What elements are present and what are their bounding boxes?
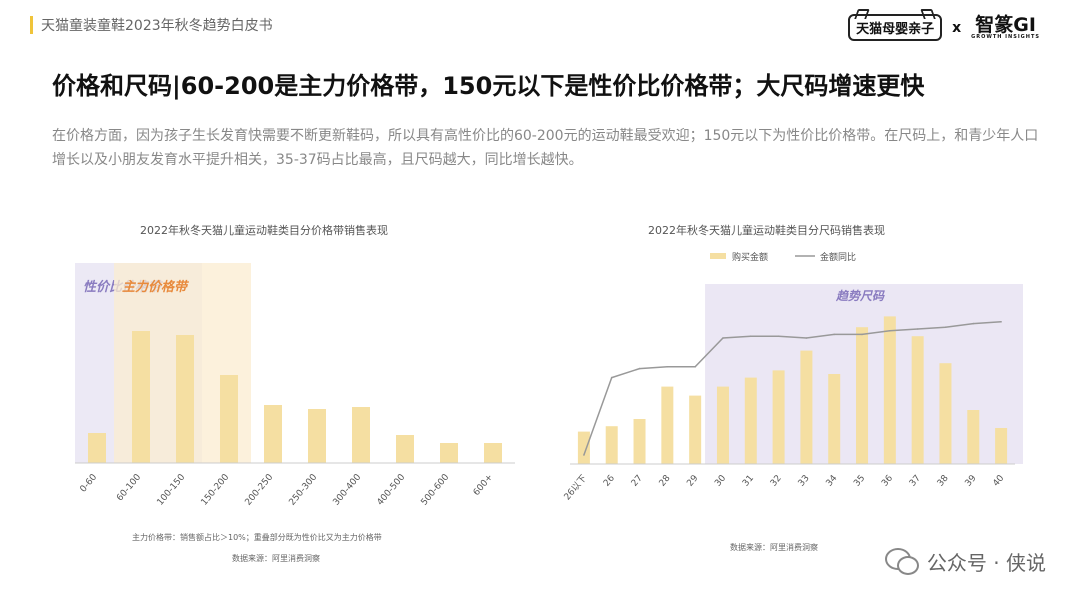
watermark-text: 公众号 · 侠说 — [926, 550, 1046, 575]
bar-150-200 — [220, 375, 238, 463]
x-tick-label: 60-100 — [115, 472, 143, 503]
x-tick-label: 100-150 — [155, 472, 187, 507]
accent-line — [30, 16, 33, 34]
highlight-label: 趋势尺码 — [835, 289, 885, 303]
bar-200-250 — [264, 405, 282, 463]
breadcrumb: 天猫童装童鞋2023年秋冬趋势白皮书 — [41, 18, 273, 34]
yoy-point-30 — [722, 337, 724, 339]
x-tick-label: 250-300 — [287, 472, 319, 507]
bar-size-27 — [633, 419, 646, 464]
bar-size-33 — [800, 350, 813, 464]
highlight-label-1: 主力价格带 — [122, 279, 190, 295]
x-tick-label: 33 — [797, 474, 812, 489]
yoy-point-27 — [638, 367, 641, 370]
x-tick-label: 150-200 — [199, 472, 231, 507]
x-tick-label: 28 — [658, 473, 673, 488]
legend-swatch-bar — [710, 253, 726, 259]
chart1-title: 2022年秋冬天猫儿童运动鞋类目分价格带销售表现 — [140, 224, 388, 237]
x-tick-label: 32 — [769, 474, 784, 489]
yoy-point-29 — [694, 366, 696, 368]
bar-500-600 — [440, 443, 458, 463]
wechat-icon — [884, 546, 919, 576]
bar-size-31 — [744, 377, 757, 464]
bar-size-36 — [883, 316, 896, 464]
x-tick-label: 37 — [908, 474, 923, 489]
x-tick-label: 29 — [685, 473, 700, 488]
gi-logo: 智篆GI GROWTH INSIGHTS — [971, 13, 1040, 40]
bar-size-39 — [967, 410, 980, 464]
x-tick-label: 31 — [741, 474, 756, 489]
yoy-point-26以下 — [583, 454, 585, 456]
chart2-source: 数据来源：阿里消费洞察 — [730, 543, 818, 552]
yoy-point-37 — [916, 328, 919, 330]
x-tick-label: 400-500 — [375, 472, 407, 507]
bar-size-38 — [939, 363, 952, 464]
bar-300-400 — [352, 407, 370, 463]
page-description: 在价格方面，因为孩子生长发育快需要不断更新鞋码，所以具有高性价比的60-200元… — [52, 128, 1039, 168]
x-tick-label: 30 — [713, 473, 728, 488]
bar-size-29 — [689, 395, 702, 464]
yoy-point-40 — [1000, 321, 1002, 323]
chart2-title: 2022年秋冬天猫儿童运动鞋类目分尺码销售表现 — [648, 224, 885, 237]
x-tick-label: 26 — [602, 473, 617, 488]
x-tick-label: 40 — [991, 473, 1006, 488]
bar-size-34 — [828, 374, 841, 464]
x-tick-label: 27 — [630, 474, 645, 489]
yoy-point-28 — [666, 366, 669, 368]
yoy-point-33 — [805, 337, 808, 339]
yoy-point-38 — [944, 326, 947, 328]
chart1-note: 主力价格带：销售额占比＞10%；重叠部分既为性价比又为主力价格带 — [132, 533, 382, 542]
logo-group: 天猫母婴亲子 x 智篆GI GROWTH INSIGHTS — [848, 14, 1040, 41]
x-tick-label: 500-600 — [419, 472, 451, 507]
logo-separator: x — [952, 19, 962, 36]
x-tick-label: 600+ — [472, 473, 496, 498]
yoy-point-35 — [861, 333, 863, 336]
header-bar: 天猫童装童鞋2023年秋冬趋势白皮书 — [30, 14, 273, 36]
legend: 购买金额 金额同比 — [710, 251, 856, 263]
bar-0-60 — [88, 433, 106, 463]
bar-size-26 — [605, 426, 618, 464]
x-tick-label: 300-400 — [331, 472, 363, 507]
watermark: 公众号 · 侠说 — [884, 546, 1046, 576]
yoy-point-32 — [777, 335, 780, 337]
yoy-point-31 — [749, 335, 752, 337]
x-tick-label: 38 — [936, 473, 951, 488]
page-title: 价格和尺码|60-200是主力价格带，150元以下是性价比价格带；大尺码增速更快 — [52, 72, 925, 100]
x-tick-label: 200-250 — [243, 472, 275, 507]
x-tick-label: 39 — [964, 473, 979, 488]
bar-60-100 — [132, 331, 150, 463]
bar-size-35 — [856, 327, 869, 464]
yoy-point-39 — [972, 322, 975, 325]
bar-600+ — [484, 443, 502, 463]
tmall-logo: 天猫母婴亲子 — [848, 14, 943, 41]
bar-size-32 — [772, 370, 785, 464]
bar-size-26以下 — [577, 431, 590, 464]
legend-label-bar: 购买金额 — [732, 251, 768, 263]
bar-size-40 — [995, 428, 1008, 464]
price-band-chart: 性价比价格带主力价格带0-6060-100100-150150-200200-2… — [75, 263, 515, 508]
chart1-source: 数据来源：阿里消费洞察 — [232, 554, 320, 563]
gi-logo-text: 智篆GI — [975, 13, 1036, 36]
bar-size-28 — [661, 386, 674, 464]
yoy-point-34 — [833, 333, 836, 336]
bar-size-37 — [911, 336, 924, 464]
gi-logo-sub: GROWTH INSIGHTS — [971, 33, 1040, 40]
yoy-line — [583, 321, 1002, 456]
yoy-point-36 — [889, 330, 891, 332]
legend-label-line: 金额同比 — [820, 251, 856, 263]
bar-250-300 — [308, 409, 326, 463]
bar-size-30 — [716, 386, 729, 464]
x-tick-label: 36 — [880, 473, 895, 488]
x-tick-label: 34 — [824, 473, 839, 488]
x-tick-label: 26以下 — [563, 474, 590, 503]
bar-400-500 — [396, 435, 414, 463]
x-tick-label: 35 — [852, 474, 867, 489]
bar-100-150 — [176, 335, 194, 463]
x-tick-label: 0-60 — [79, 472, 100, 494]
yoy-point-26 — [610, 376, 613, 379]
